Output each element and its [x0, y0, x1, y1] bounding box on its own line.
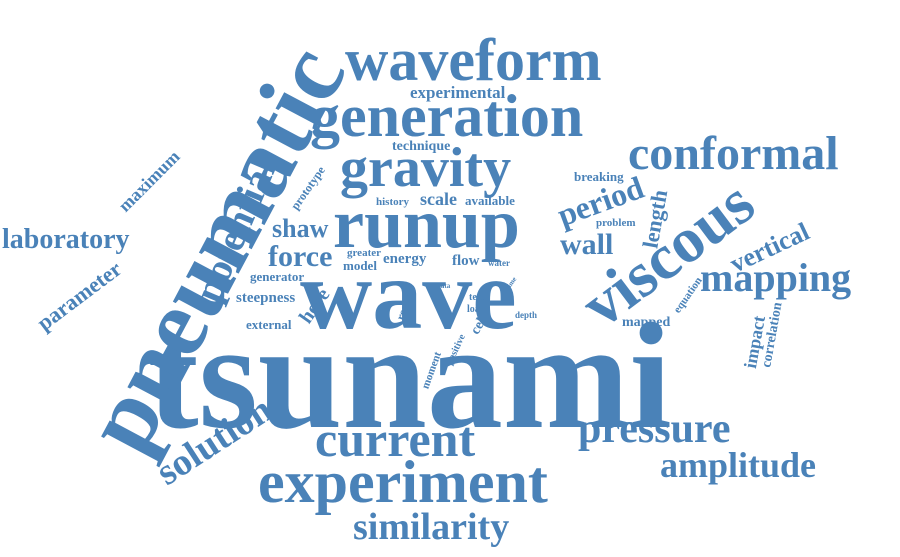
word-test: test: [469, 292, 484, 303]
word-wall: wall: [560, 228, 614, 261]
word-waveform: waveform: [345, 27, 602, 93]
word-load: load: [467, 304, 486, 315]
word-generation: generation: [310, 83, 584, 149]
word-water: water: [488, 258, 510, 268]
word-maximum: maximum: [114, 146, 184, 216]
word-wave: wave: [300, 239, 517, 350]
word-amplitude: amplitude: [660, 445, 817, 485]
word-correlation: correlation: [759, 301, 786, 369]
word-mapping: mapping: [700, 255, 852, 300]
word-pressure: pressure: [578, 406, 731, 452]
word-flow: flow: [452, 253, 480, 269]
word-parameter: parameter: [32, 255, 127, 336]
word-experiment: experiment: [258, 449, 548, 515]
word-depth: depth: [515, 310, 538, 320]
word-model: model: [343, 258, 377, 273]
word-external: external: [246, 317, 292, 332]
word-steepness: steepness: [236, 290, 296, 306]
word-conformal: conformal: [628, 127, 839, 180]
word-available: available: [465, 193, 515, 208]
word-similarity: similarity: [353, 506, 510, 548]
word-generator: generator: [250, 269, 305, 284]
word-shaw: shaw: [272, 214, 329, 243]
word-tsunami: tsunami: [148, 292, 672, 460]
word-force: force: [268, 240, 333, 273]
word-energy: energy: [383, 251, 427, 267]
word-runup: runup: [333, 186, 520, 263]
word-breaking: breaking: [574, 169, 624, 184]
word-problem: problem: [596, 217, 636, 229]
word-data: data: [437, 282, 451, 290]
word-technique: technique: [392, 139, 451, 154]
word-current: current: [315, 411, 476, 467]
word-scale: scale: [420, 189, 457, 209]
word-history: history: [376, 196, 409, 208]
word-experimental: experimental: [410, 83, 506, 102]
word-greater: greater: [347, 247, 381, 259]
word-gravity: gravity: [340, 137, 512, 199]
word-laboratory: laboratory: [2, 224, 130, 255]
word-mapped: mapped: [622, 315, 671, 330]
